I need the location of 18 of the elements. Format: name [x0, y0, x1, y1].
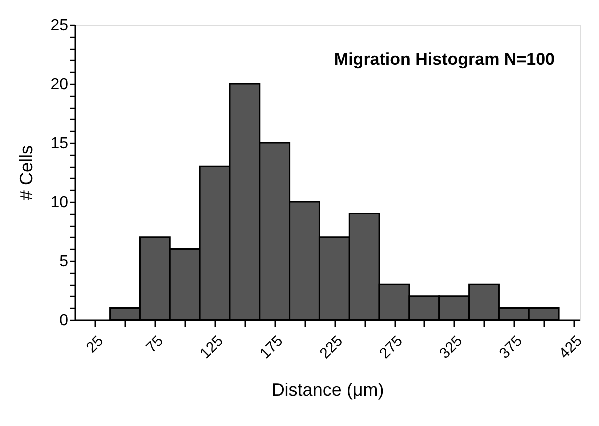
- y-tick-label: 25: [50, 18, 69, 34]
- x-tick-label: 25: [83, 332, 108, 357]
- x-axis-title: Distance (μm): [272, 380, 384, 400]
- x-tick-label: 325: [436, 332, 466, 363]
- y-tick-label: 15: [50, 136, 69, 152]
- x-tick-label: 375: [496, 332, 526, 363]
- x-tick-label: 225: [316, 332, 346, 363]
- y-tick-label: 20: [50, 76, 69, 94]
- y-tick-label: 0: [60, 312, 69, 330]
- x-tick-label: 275: [376, 332, 406, 363]
- x-tick-label: 125: [197, 332, 227, 363]
- x-tick-label: 425: [556, 332, 586, 363]
- x-tick-label: 75: [143, 332, 167, 357]
- x-tick-label: 175: [256, 332, 287, 363]
- text: Migration Histogram N=100: [334, 50, 555, 69]
- y-axis-title: # Cells: [16, 145, 37, 201]
- y-tick-label: 10: [50, 194, 69, 212]
- y-tick-label: 5: [60, 254, 69, 270]
